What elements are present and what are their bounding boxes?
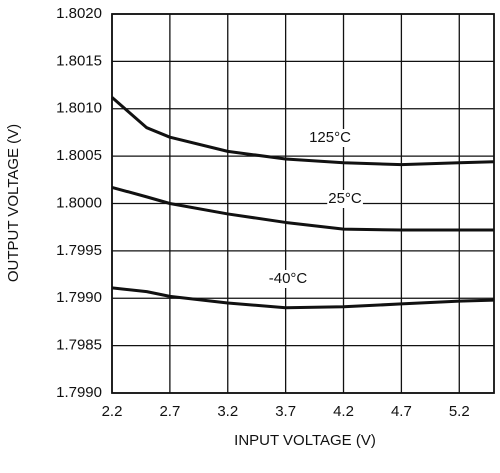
x-tick-label: 4.2 [333, 403, 354, 420]
x-tick-label: 5.2 [449, 403, 470, 420]
series-line [111, 286, 495, 310]
y-tick-label: 1.8000 [56, 194, 102, 211]
y-tick-label: 1.7990 [56, 384, 102, 401]
y-tick-label: 1.8020 [56, 5, 102, 22]
y-tick-label: 1.8015 [56, 52, 102, 69]
plot-frame [111, 13, 495, 394]
x-tick-label: 3.2 [217, 403, 238, 420]
y-tick-label: 1.7990 [56, 289, 102, 306]
x-tick-label: 2.2 [102, 403, 123, 420]
y-tick-label: 1.8005 [56, 147, 102, 164]
y-tick-label: 1.7985 [56, 337, 102, 354]
series-label-bg [267, 270, 309, 288]
series-line [111, 185, 494, 232]
y-axis-label: OUTPUT VOLTAGE (V) [5, 124, 22, 282]
x-tick-label: 4.7 [391, 403, 412, 420]
series-label-bg [308, 129, 353, 147]
x-tick-label: 2.7 [159, 403, 180, 420]
series-label: -40°C [269, 270, 308, 287]
series-line [111, 96, 495, 167]
series-label-bg [327, 190, 363, 208]
series-label: 25°C [328, 190, 362, 207]
y-tick-label: 1.8010 [56, 100, 102, 117]
x-axis-label: INPUT VOLTAGE (V) [234, 432, 376, 449]
x-tick-label: 3.7 [275, 403, 296, 420]
y-tick-label: 1.7995 [56, 242, 102, 259]
series-label: 125°C [309, 129, 351, 146]
